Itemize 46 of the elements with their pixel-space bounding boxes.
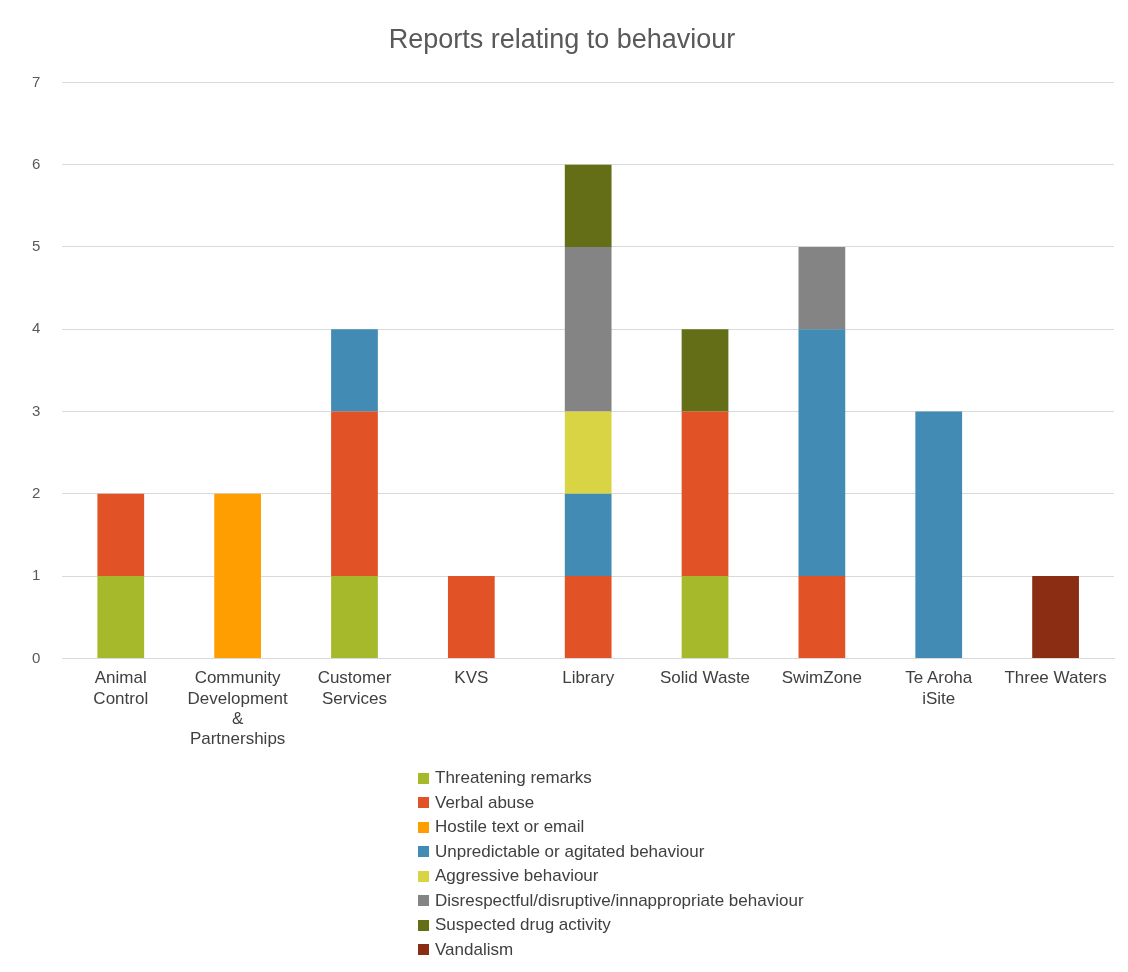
bar: [681, 576, 729, 658]
bar: [564, 164, 612, 247]
bar: [798, 329, 846, 577]
bar: [681, 329, 729, 412]
legend-label: Aggressive behaviour: [435, 866, 599, 887]
bar: [97, 576, 145, 658]
bar: [97, 493, 145, 577]
y-tick-label: 2: [32, 483, 41, 501]
legend-label: Disrespectful/disruptive/innappropriate behaviour: [435, 890, 804, 911]
y-tick-label: 3: [32, 401, 41, 419]
bar: [447, 576, 495, 658]
y-tick-label: 1: [32, 566, 41, 584]
y-tick-label: 6: [32, 154, 41, 172]
x-tick-label: Customer Services: [317, 668, 392, 708]
x-tick-label: Solid Waste: [659, 668, 751, 688]
bar: [1032, 576, 1079, 658]
legend-label: Vandalism: [435, 939, 514, 960]
bar: [331, 576, 378, 658]
x-tick-label: Community Development & Partnerships: [187, 668, 288, 749]
y-tick-label: 0: [32, 648, 41, 666]
x-tick-label: Te Aroha iSite: [905, 668, 973, 708]
legend-label: Threatening remarks: [435, 768, 592, 789]
bar: [798, 246, 846, 330]
bar: [331, 329, 378, 412]
y-tick-label: 4: [32, 319, 41, 337]
bar: [214, 493, 261, 658]
x-tick-label: Three Waters: [1004, 668, 1107, 688]
bar: [331, 411, 378, 577]
legend-label: Suspected drug activity: [435, 915, 611, 936]
bar: [915, 411, 963, 658]
y-tick-label: 5: [32, 237, 41, 255]
x-tick-label: Animal Control: [93, 668, 149, 708]
bar: [564, 246, 612, 412]
bar: [564, 493, 612, 577]
x-tick-label: SwimZone: [781, 668, 863, 688]
y-tick-label: 7: [32, 72, 41, 90]
legend-label: Hostile text or email: [435, 817, 585, 838]
x-tick-label: Library: [562, 668, 615, 688]
bar: [564, 411, 612, 494]
bar: [564, 576, 612, 658]
x-tick-label: KVS: [454, 668, 489, 688]
bar: [798, 576, 846, 658]
chart-title: Reports relating to behaviour: [388, 23, 736, 54]
legend-label: Verbal abuse: [435, 792, 535, 813]
legend-label: Unpredictable or agitated behaviour: [435, 841, 705, 862]
bar: [681, 411, 729, 577]
